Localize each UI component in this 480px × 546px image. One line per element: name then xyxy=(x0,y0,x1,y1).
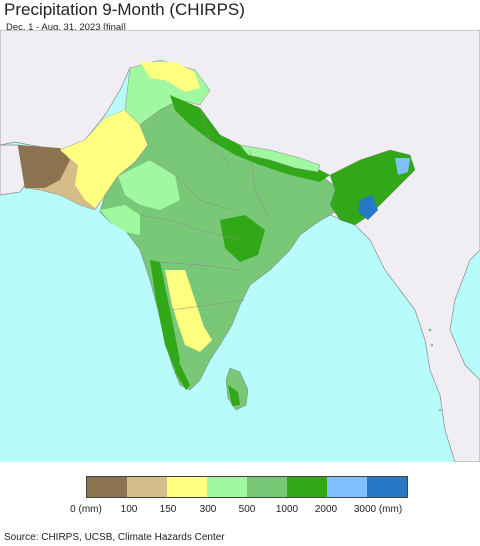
region-gujarat xyxy=(100,205,140,235)
legend-label-7: 3000 (mm) xyxy=(353,504,403,515)
precipitation-map xyxy=(0,30,480,462)
date-range-subtitle: Dec. 1 - Aug. 31, 2023 [final] xyxy=(6,22,126,33)
outside-land-west xyxy=(0,144,26,196)
legend-labels: 0 (mm) 100 150 300 500 1000 2000 3000 (m… xyxy=(70,504,480,518)
region-western-ghats xyxy=(150,260,180,370)
region-northeast-blue xyxy=(395,158,410,175)
legend-bar xyxy=(86,476,408,498)
region-sindh-yellow xyxy=(60,110,148,208)
legend-label-3: 300 xyxy=(199,504,217,515)
legend-label-4: 500 xyxy=(238,504,256,515)
region-northeast xyxy=(329,149,416,226)
legend-label-2: 150 xyxy=(159,504,177,515)
legend-swatch-0 xyxy=(87,477,127,497)
region-sri-lanka-green xyxy=(228,385,240,406)
island-andaman-2 xyxy=(430,343,434,347)
region-bangladesh-blue xyxy=(358,195,378,220)
island-andaman xyxy=(428,328,432,332)
legend-swatch-5 xyxy=(287,477,327,497)
island-nicobar xyxy=(438,408,442,412)
internal-borders xyxy=(139,107,271,311)
region-central-green xyxy=(220,215,265,262)
region-nepal xyxy=(239,144,321,173)
legend-swatch-7 xyxy=(367,477,407,497)
region-himalaya-green xyxy=(170,95,330,182)
region-balochistan xyxy=(18,145,70,188)
legend-swatch-1 xyxy=(127,477,167,497)
legend-label-1: 100 xyxy=(120,504,138,515)
legend-label-6: 2000 xyxy=(314,504,338,515)
legend-swatch-3 xyxy=(207,477,247,497)
legend-swatch-2 xyxy=(167,477,207,497)
legend-label-0: 0 (mm) xyxy=(70,504,102,515)
map-title: Precipitation 9-Month (CHIRPS) xyxy=(4,0,245,19)
source-credit: Source: CHIRPS, UCSB, Climate Hazards Ce… xyxy=(4,532,225,543)
region-rajasthan xyxy=(118,160,180,210)
region-kerala-coast xyxy=(175,360,190,390)
region-kashmir-yellow xyxy=(140,62,200,92)
legend: 0 (mm) 100 150 300 500 1000 2000 3000 (m… xyxy=(70,476,408,515)
region-karnataka-yellow xyxy=(175,315,212,352)
legend-label-5: 1000 xyxy=(275,504,299,515)
legend-swatch-6 xyxy=(327,477,367,497)
legend-swatch-4 xyxy=(247,477,287,497)
